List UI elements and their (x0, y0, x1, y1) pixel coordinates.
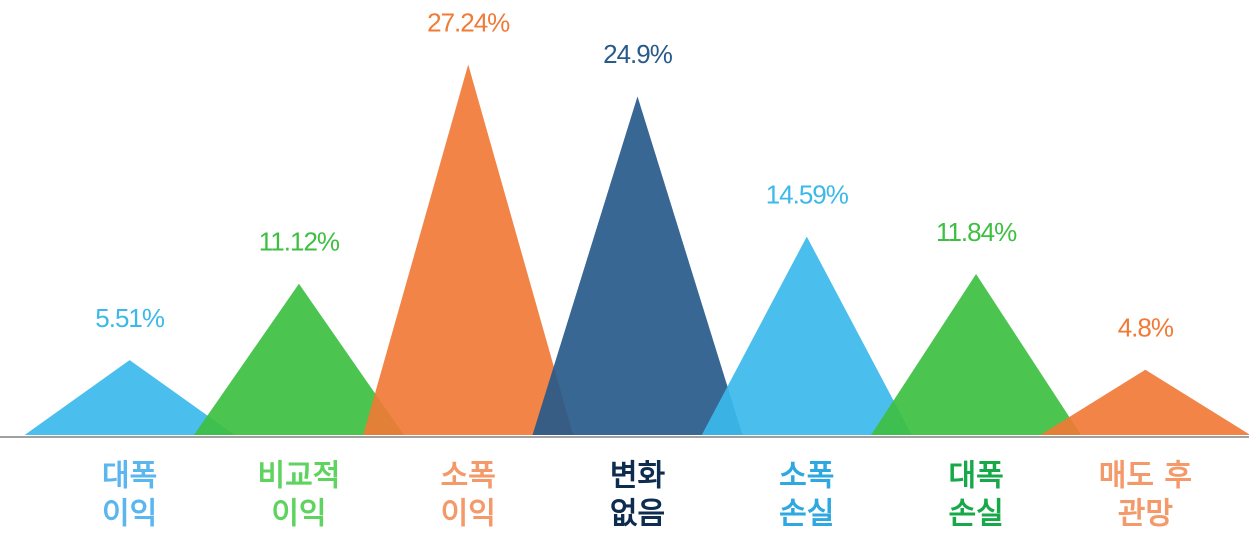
value-label: 24.9% (603, 39, 673, 69)
category-label: 대폭 (948, 459, 1003, 494)
category-label: 이익 (102, 497, 157, 532)
category-label: 대폭 (102, 459, 157, 494)
category-label: 없음 (610, 497, 665, 532)
triangle-bar (193, 283, 404, 435)
triangle-bar (1040, 369, 1249, 435)
category-label: 변화 (610, 459, 666, 494)
value-label: 14.59% (766, 179, 849, 209)
category-label: 비교적 (258, 459, 341, 494)
triangle-bar (363, 64, 574, 435)
triangle-bar (701, 236, 912, 435)
value-label: 11.84% (936, 217, 1017, 247)
triangle-bar (871, 273, 1082, 435)
value-label: 27.24% (427, 7, 510, 37)
category-label: 매도 후 (1099, 459, 1192, 494)
category-label: 이익 (441, 497, 496, 532)
category-label: 손실 (779, 497, 834, 532)
value-label: 11.12% (259, 227, 340, 257)
value-label: 4.8% (1118, 313, 1174, 343)
category-label: 이익 (271, 497, 326, 532)
triangle-bar (532, 96, 743, 436)
triangle-bar (24, 360, 235, 435)
category-label: 관망 (1118, 497, 1174, 532)
category-label: 손실 (948, 497, 1003, 532)
value-label: 5.51% (95, 303, 165, 333)
category-label: 소폭 (441, 459, 496, 494)
category-label: 소폭 (779, 459, 834, 494)
